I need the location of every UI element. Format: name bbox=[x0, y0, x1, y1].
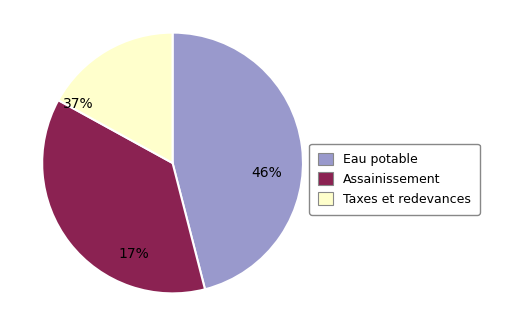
Wedge shape bbox=[42, 100, 205, 293]
Text: 17%: 17% bbox=[118, 247, 149, 261]
Text: 46%: 46% bbox=[251, 167, 282, 180]
Text: 37%: 37% bbox=[63, 97, 94, 111]
Wedge shape bbox=[58, 33, 173, 163]
Wedge shape bbox=[173, 33, 303, 289]
Legend: Eau potable, Assainissement, Taxes et redevances: Eau potable, Assainissement, Taxes et re… bbox=[309, 144, 479, 215]
